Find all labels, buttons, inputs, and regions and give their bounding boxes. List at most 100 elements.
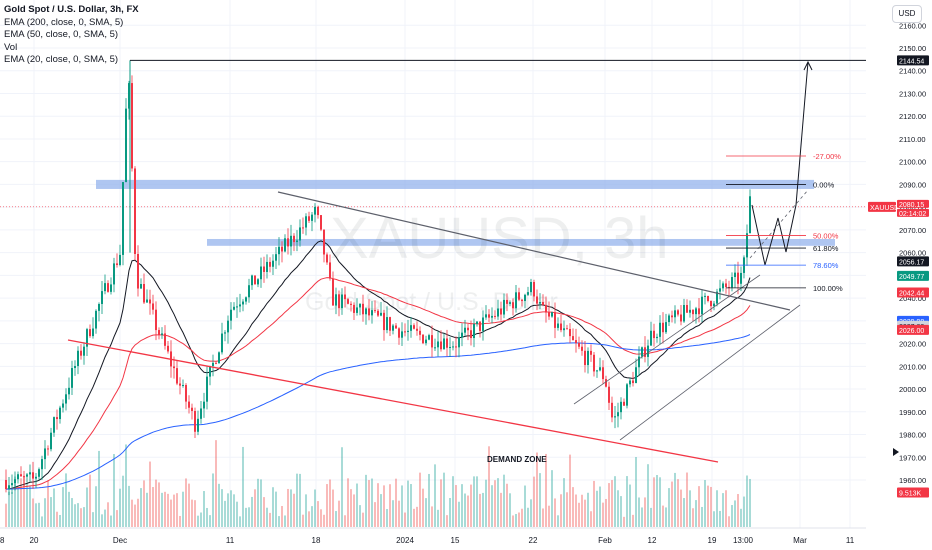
- volume-bar: [80, 508, 82, 527]
- volume-bar: [473, 476, 475, 527]
- volume-bar: [257, 478, 259, 527]
- volume-bar: [350, 489, 352, 527]
- candle-body: [89, 329, 91, 337]
- candle-body: [326, 254, 328, 263]
- candle-body: [254, 275, 256, 285]
- ema50-line: [5, 277, 751, 490]
- volume-bar: [539, 473, 541, 527]
- time-tick-label: 11: [846, 536, 855, 545]
- volume-bar: [317, 501, 319, 527]
- candle-body: [416, 328, 418, 331]
- legend-title[interactable]: Gold Spot / U.S. Dollar, 3h, FX: [4, 4, 139, 15]
- candle-body: [308, 216, 310, 221]
- volume-bar: [743, 496, 745, 527]
- candle-body: [368, 308, 370, 316]
- price-badge-label: 2144.54: [899, 58, 924, 65]
- volume-bar: [242, 446, 244, 527]
- candle-body: [662, 322, 664, 333]
- volume-bar: [383, 485, 385, 527]
- volume-bar: [92, 512, 94, 527]
- volume-bar: [611, 480, 613, 527]
- volume-bar: [716, 490, 718, 527]
- volume-bar: [695, 500, 697, 527]
- candle-body: [725, 283, 727, 287]
- price-axis[interactable]: 1960.00 1970.00 1980.00 1990.00 2000.00 2010.…: [899, 21, 926, 485]
- candle-body: [665, 322, 667, 333]
- candle-body: [440, 341, 442, 350]
- legend-ema50[interactable]: EMA (50, close, 0, SMA, 5): [4, 29, 119, 40]
- volume-bar: [503, 474, 505, 527]
- volume-bar: [35, 503, 37, 527]
- volume-bar: [212, 473, 214, 527]
- volume-bar: [701, 506, 703, 527]
- volume-bar: [404, 512, 406, 527]
- candle-body: [515, 292, 517, 309]
- volume-bar: [674, 472, 676, 527]
- volume-bar: [20, 478, 22, 527]
- channel-lower-line: [619, 304, 801, 441]
- volume-bar: [116, 510, 118, 527]
- volume-bar: [62, 487, 64, 527]
- volume-bar: [95, 486, 97, 527]
- price-tick-label: 2150.00: [899, 44, 926, 53]
- volume-bar: [149, 461, 151, 527]
- volume-bar: [263, 497, 265, 527]
- volume-bar: [155, 479, 157, 527]
- volume-bar: [530, 499, 532, 527]
- volume-bar: [623, 516, 625, 527]
- candle-body: [323, 229, 325, 255]
- volume-bar: [386, 509, 388, 527]
- candle-body: [266, 261, 268, 272]
- volume-bar: [239, 516, 241, 527]
- candle-body: [602, 367, 604, 380]
- price-tick-label: 2070.00: [899, 226, 926, 235]
- volume-bar: [53, 488, 55, 527]
- volume-bar: [410, 484, 412, 527]
- candle-body: [560, 323, 562, 331]
- volume-bar: [446, 515, 448, 527]
- candle-body: [749, 196, 751, 234]
- candle-body: [260, 266, 262, 280]
- candle-body: [263, 266, 265, 272]
- volume-bar: [119, 488, 121, 527]
- time-tick-label: 11: [226, 536, 235, 545]
- candle-body: [404, 331, 406, 333]
- fibonacci-retracement: -27.00% 0.00% 50.00% 61.80% 78.60% 100.00%: [726, 152, 843, 293]
- candle-body: [386, 317, 388, 331]
- volume-bar: [209, 515, 211, 527]
- candle-body: [350, 303, 352, 305]
- volume-bar: [200, 512, 202, 527]
- fib-level-label: 50.00%: [813, 232, 839, 241]
- candle-body: [389, 317, 391, 331]
- time-tick-label: 2024: [396, 536, 414, 545]
- price-badge: [868, 201, 896, 212]
- time-tick-label: Dec: [113, 536, 127, 545]
- volume-bar: [497, 478, 499, 527]
- candle-body: [569, 328, 571, 337]
- legend-ema20[interactable]: EMA (20, close, 0, SMA, 5): [4, 54, 119, 65]
- candle-body: [344, 294, 346, 300]
- candle-body: [194, 410, 196, 432]
- candle-body: [668, 315, 670, 323]
- candle-body: [413, 325, 415, 329]
- candle-body: [359, 303, 361, 308]
- candle-body: [734, 272, 736, 278]
- legend-ema200[interactable]: EMA (200, close, 0, SMA, 5): [4, 16, 124, 28]
- volume-bar: [71, 498, 73, 527]
- volume-bar: [485, 479, 487, 527]
- time-axis[interactable]: 20 Dec 11 18 2024 15 22 Feb 12 19 13:00 Mar 11 18: [0, 527, 866, 545]
- currency-button[interactable]: USD: [892, 5, 922, 23]
- candle-body: [671, 315, 673, 318]
- scroll-arrow-icon[interactable]: [893, 448, 899, 456]
- volume-bar: [89, 474, 91, 527]
- legend-vol[interactable]: Vol: [4, 41, 18, 53]
- volume-bar: [146, 492, 148, 527]
- candle-body: [509, 302, 511, 304]
- candle-body: [62, 403, 64, 408]
- ema200-line: [6, 334, 751, 490]
- volume-bar: [329, 479, 331, 527]
- candle-body: [692, 309, 694, 315]
- volume-bar: [59, 514, 61, 527]
- candle-body: [545, 304, 547, 313]
